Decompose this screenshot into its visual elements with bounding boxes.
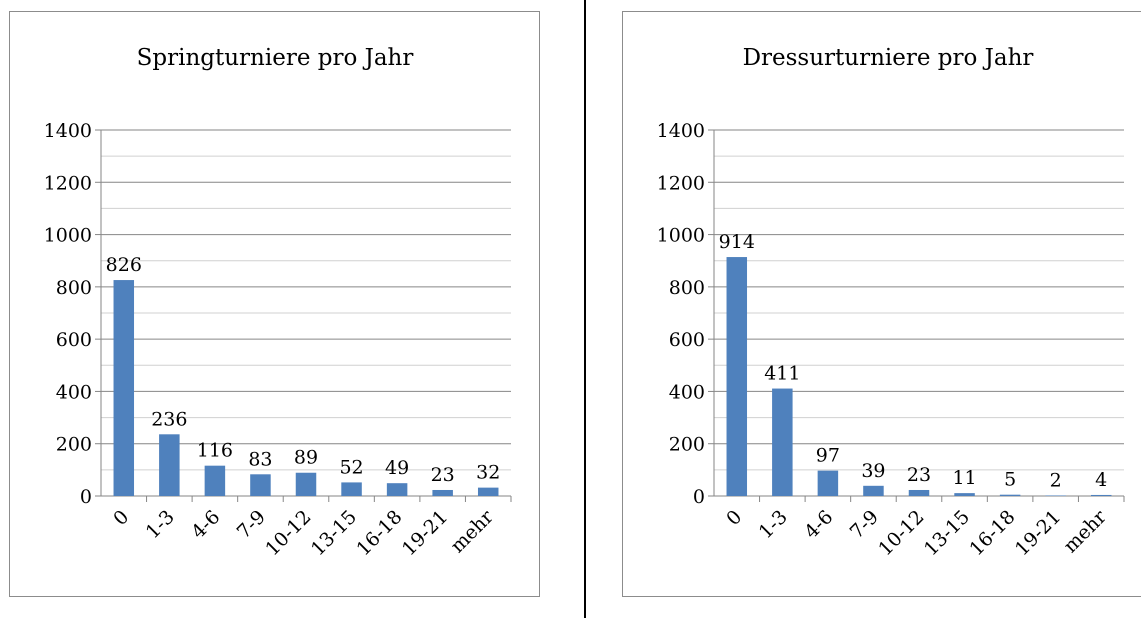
bar — [250, 474, 271, 496]
y-tick-label: 1000 — [657, 225, 705, 247]
y-tick-label: 1200 — [657, 172, 705, 194]
data-label: 914 — [719, 231, 755, 253]
data-label: 5 — [1004, 469, 1016, 491]
data-label: 52 — [339, 456, 363, 478]
bar — [341, 482, 362, 496]
bar — [1090, 494, 1112, 496]
data-label: 2 — [1050, 469, 1062, 491]
y-tick-label: 1000 — [44, 225, 92, 247]
data-label: 23 — [907, 464, 931, 486]
y-tick-label: 800 — [669, 277, 705, 299]
data-label: 116 — [197, 440, 233, 462]
x-tick-label: 4-6 — [187, 506, 224, 543]
data-label: 32 — [476, 462, 500, 484]
y-tick-label: 600 — [56, 329, 92, 351]
y-tick-label: 1200 — [44, 172, 92, 194]
bar — [954, 493, 975, 496]
x-tick-label: 0 — [109, 506, 133, 530]
y-tick-label: 1400 — [657, 120, 705, 142]
data-label: 826 — [106, 254, 142, 276]
bar — [1045, 495, 1066, 496]
data-label: 83 — [248, 448, 272, 470]
y-tick-label: 400 — [56, 381, 92, 403]
x-tick-label: 19-21 — [1011, 506, 1065, 560]
chart-panel-dressurturniere: Dressurturniere pro Jahr 0 200 400 600 800 10… — [622, 11, 1141, 597]
bar — [999, 494, 1021, 496]
x-tick-label: mehr — [446, 505, 498, 557]
bar — [295, 472, 317, 496]
data-label: 89 — [294, 447, 318, 469]
chart-panel-springturniere: Springturniere pro Jahr 0 200 400 600 800 100… — [9, 11, 540, 597]
y-tick-label: 1400 — [44, 120, 92, 142]
data-label: 4 — [1095, 469, 1107, 491]
y-tick-label: 200 — [56, 434, 92, 456]
vertical-divider-line — [584, 0, 586, 618]
chart-svg-dressurturniere: Dressurturniere pro Jahr 0 200 400 600 800 10… — [657, 45, 1125, 560]
data-label: 97 — [816, 445, 840, 467]
plot-area: 020040060080010001200140091404111-3974-6… — [657, 120, 1125, 560]
x-tick-label: 10-12 — [261, 506, 315, 560]
bar — [477, 487, 499, 496]
bar — [726, 257, 748, 496]
x-tick-label: 10-12 — [874, 506, 928, 560]
y-tick-label: 400 — [669, 381, 705, 403]
data-label: 49 — [385, 457, 409, 479]
chart-title: Dressurturniere pro Jahr — [743, 45, 1034, 71]
x-tick-label: 16-18 — [352, 506, 406, 560]
bar — [113, 280, 135, 496]
bar — [772, 388, 793, 496]
data-label: 11 — [952, 467, 976, 489]
bar — [817, 470, 839, 496]
bar — [159, 434, 180, 496]
x-tick-label: 1-3 — [142, 506, 179, 543]
plot-area: 0 200 400 600 800 1000 1200 1400 826 0 236 1-3 116 4-… — [44, 120, 512, 560]
x-tick-label: 19-21 — [398, 506, 452, 560]
bar — [386, 483, 408, 496]
x-tick-label: 4-6 — [800, 506, 837, 543]
x-tick-label: 13-15 — [920, 506, 974, 560]
chart-svg-springturniere: Springturniere pro Jahr 0 200 400 600 800 100… — [44, 45, 512, 560]
x-tick-label: 7-9 — [233, 506, 270, 543]
x-tick-label: 0 — [722, 506, 746, 530]
data-label: 236 — [151, 408, 187, 430]
data-label: 39 — [861, 460, 885, 482]
y-tick-label: 200 — [669, 434, 705, 456]
bar — [863, 485, 884, 496]
x-tick-label: 13-15 — [307, 506, 361, 560]
y-tick-label: 0 — [693, 486, 705, 508]
y-tick-label: 0 — [80, 486, 92, 508]
bar — [204, 465, 226, 496]
bar — [432, 489, 453, 496]
chart-title: Springturniere pro Jahr — [137, 45, 414, 71]
bar — [908, 489, 930, 496]
x-tick-label: 1-3 — [755, 506, 792, 543]
data-label: 411 — [764, 363, 800, 385]
data-label: 23 — [431, 464, 455, 486]
x-tick-label: mehr — [1059, 505, 1111, 557]
y-tick-label: 600 — [669, 329, 705, 351]
x-tick-label: 7-9 — [846, 506, 883, 543]
x-tick-label: 16-18 — [965, 506, 1019, 560]
y-tick-label: 800 — [56, 277, 92, 299]
